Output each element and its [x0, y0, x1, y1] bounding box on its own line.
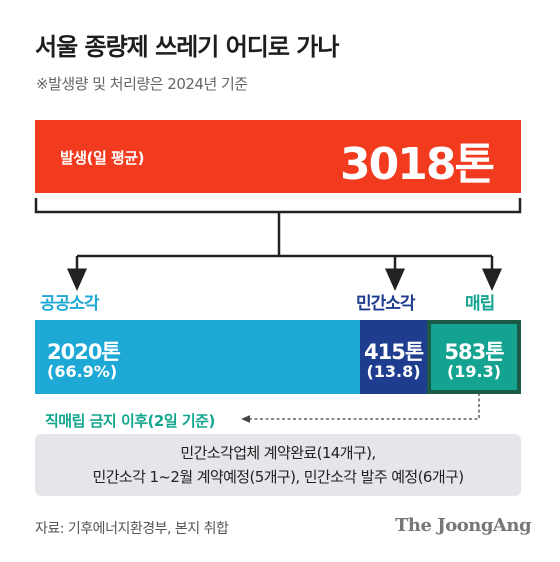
bar-segment-public-incineration	[35, 320, 360, 394]
chart-title: 서울 종량제 쓰레기 어디로 가나	[35, 33, 339, 61]
bar-value-public-incineration: 2020톤	[47, 340, 121, 364]
bar-segment-landfill	[427, 320, 521, 394]
source-note: 자료: 기후에너지환경부, 본지 취합	[35, 521, 229, 537]
bar-segment-private-incineration	[360, 320, 427, 394]
ban-arrow	[241, 393, 480, 423]
ban-note: 직매립 금지 이후(2일 기준)	[45, 412, 215, 430]
brand-logo: The JoongAng	[395, 515, 532, 536]
contract-line-1: 민간소각업체 계약완료(14개구),	[180, 444, 376, 462]
category-label-landfill: 매립	[465, 294, 495, 314]
total-label: 발생(일 평균)	[60, 149, 144, 167]
total-generation-box: 발생(일 평균) 3018톤	[35, 120, 521, 193]
bar-value-landfill: 583톤	[444, 340, 504, 364]
category-label-private-incineration: 민간소각	[356, 294, 416, 314]
category-label-public-incineration: 공공소각	[40, 294, 100, 314]
bar-value-private-incineration: 415톤	[364, 340, 424, 364]
bracket	[34, 198, 522, 214]
bar-percent-landfill: (19.3)	[446, 362, 502, 381]
bar-percent-public-incineration: (66.9%)	[47, 362, 118, 381]
chart-subtitle: ※발생량 및 처리량은 2024년 기준	[36, 75, 248, 93]
total-value: 3018톤	[340, 139, 495, 190]
bar-percent-private-incineration: (13.8)	[366, 362, 421, 381]
contract-note-box: 민간소각업체 계약완료(14개구), 민간소각 1~2월 계약예정(5개구), …	[35, 434, 521, 496]
contract-line-2: 민간소각 1~2월 계약예정(5개구), 민간소각 발주 예정(6개구)	[92, 468, 465, 486]
